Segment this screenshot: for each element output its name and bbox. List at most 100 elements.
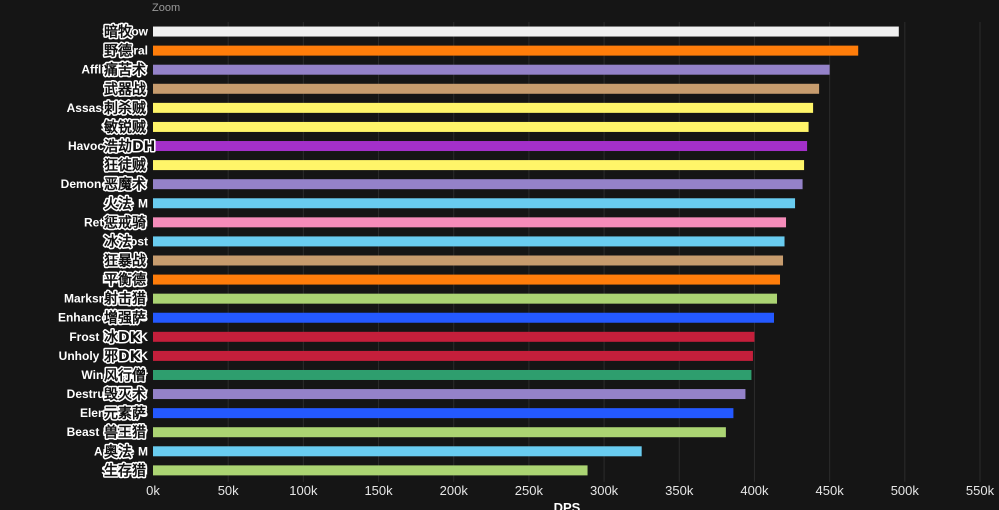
bar[interactable] [153, 255, 784, 266]
category-cn-label: 射击猎 [103, 291, 146, 308]
bar[interactable] [153, 350, 753, 361]
category-label: Affliction W [81, 63, 148, 77]
category-label: Feral [119, 44, 148, 58]
zoom-label[interactable]: Zoom [152, 2, 180, 14]
bar[interactable] [153, 26, 899, 37]
category-cn-label: 增强萨 [104, 310, 146, 327]
bar[interactable] [153, 274, 781, 285]
bar[interactable] [153, 312, 775, 323]
x-tick-label: 350k [665, 483, 694, 498]
category-cn-label: 奥法 [104, 443, 132, 460]
gridlines [227, 22, 981, 482]
bar[interactable] [153, 83, 820, 94]
bar[interactable] [153, 160, 805, 171]
category-label: Arcane M [94, 444, 148, 458]
x-tick-label: 100k [289, 483, 318, 498]
category-label: Survival [101, 463, 148, 477]
category-label: Arms [117, 82, 148, 96]
bar[interactable] [153, 331, 755, 342]
x-tick-label: 200k [440, 483, 469, 498]
category-cn-label: 邪DK [103, 349, 142, 365]
category-label: Frost Death K [69, 330, 148, 344]
bar[interactable] [153, 408, 734, 419]
category-cn-label: 毁灭术 [104, 386, 146, 403]
category-cn-label: 敏锐贼 [103, 119, 146, 136]
category-cn-label: 冰法 [104, 233, 132, 250]
category-cn-label: 刺杀贼 [104, 100, 146, 117]
bar[interactable] [153, 45, 859, 56]
category-cn-label: 暗牧 [104, 24, 133, 41]
category-cn-label: 狂徒贼 [104, 157, 146, 174]
category-cn-label: 恶魔术 [104, 176, 146, 193]
x-axis-title: DPS [554, 500, 581, 510]
x-axis-ticks: 0k 50k 100k 150k 200k 250k 300k 350k 400k 450k 500… [146, 483, 994, 498]
category-cn-label: 兽王猎 [104, 424, 146, 441]
category-cn-label: 狂暴战 [104, 253, 146, 270]
category-cn-label: 惩戒骑 [104, 214, 146, 231]
bar[interactable] [153, 64, 830, 75]
bar[interactable] [153, 389, 746, 400]
category-label: Beast Mastery [67, 425, 149, 439]
category-label: Fury [122, 254, 148, 268]
bar[interactable] [153, 198, 796, 209]
category-cn-label: 风行僧 [104, 367, 146, 384]
bar[interactable] [153, 465, 588, 476]
bar[interactable] [153, 141, 808, 152]
category-label: Destruction W [67, 387, 149, 401]
category-cn-label: 痛苦术 [103, 62, 146, 79]
bar[interactable] [153, 121, 809, 132]
category-label: Enhancement S [58, 311, 148, 325]
category-cn-label: 火法 [104, 195, 132, 212]
category-cn-label: 冰DK [104, 329, 142, 346]
x-tick-label: 500k [891, 483, 920, 498]
category-label: Marksmanship [64, 292, 148, 306]
bar[interactable] [153, 179, 803, 190]
x-tick-label: 400k [740, 483, 769, 498]
category-label: Subtlety [101, 120, 149, 134]
bar[interactable] [153, 369, 752, 380]
bar[interactable] [153, 217, 787, 228]
category-label: Outlaw [108, 158, 149, 172]
category-cn-label: 元素萨 [104, 405, 146, 422]
bar[interactable] [153, 236, 785, 247]
category-label: Windwalker [81, 368, 148, 382]
category-cn-label: 浩劫DH [104, 138, 155, 155]
bar-row[interactable]: Fire M火法 [103, 194, 796, 214]
bar[interactable] [153, 102, 814, 113]
x-tick-label: 50k [218, 483, 239, 498]
category-cn-label: 生存猎 [104, 462, 146, 479]
category-label: Balance [102, 273, 148, 287]
x-tick-label: 450k [816, 483, 845, 498]
category-label: Shadow [102, 25, 149, 39]
bar[interactable] [153, 446, 642, 457]
bar[interactable] [153, 293, 778, 304]
x-tick-label: 150k [364, 483, 393, 498]
bar-row[interactable]: Arcane M奥法 [94, 442, 642, 462]
bar[interactable] [153, 427, 726, 438]
category-cn-label: 野德 [104, 43, 132, 60]
